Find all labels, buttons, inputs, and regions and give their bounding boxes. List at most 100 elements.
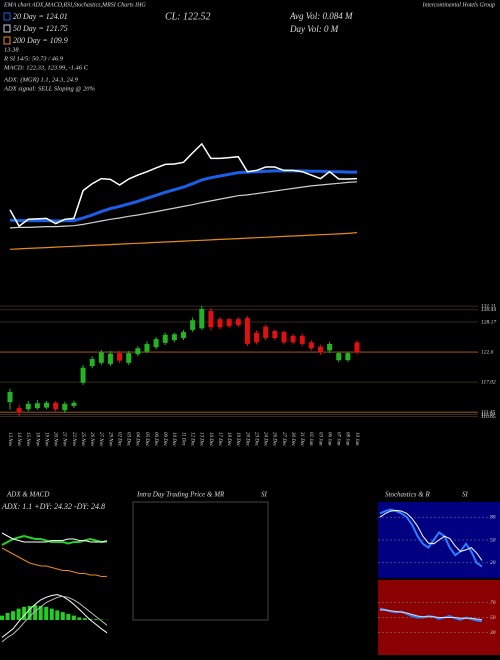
macd-bar xyxy=(33,605,38,620)
x-tick-label: 23 Dec xyxy=(253,432,258,447)
candle-body xyxy=(281,332,287,343)
macd-bar xyxy=(16,608,21,620)
y-tick-label: 50 xyxy=(490,615,496,621)
x-tick-label: 16 Dec xyxy=(208,432,213,447)
x-tick-label: 21 Nov xyxy=(62,432,67,447)
panel-title: SI xyxy=(261,491,268,499)
x-tick-label: 24 Dec xyxy=(263,432,268,447)
legend-label: 20 Day = 124.01 xyxy=(13,12,68,21)
indicator-line xyxy=(1,532,108,543)
x-tick-label: 19 Dec xyxy=(235,432,240,447)
ema-line xyxy=(9,232,358,250)
candle-body xyxy=(263,326,269,339)
chart-subtitle: Intercontinental Hotels Group xyxy=(421,2,495,8)
macd-bar xyxy=(27,606,32,620)
macd-line xyxy=(1,594,108,638)
candle-body xyxy=(190,320,196,330)
candle-body xyxy=(153,339,159,348)
candle-body xyxy=(53,402,59,410)
panel-title: Intra Day Trading Price & MR xyxy=(136,491,225,499)
macd-line xyxy=(1,595,108,643)
x-tick-label: 19 Nov xyxy=(43,432,48,447)
candle-body xyxy=(317,346,323,353)
candle-body xyxy=(290,335,296,343)
candle-body xyxy=(208,311,214,328)
candle-body xyxy=(299,335,305,344)
x-tick-label: 26 Dec xyxy=(272,432,277,447)
candle-body xyxy=(62,403,68,411)
candle-body xyxy=(181,332,186,339)
candle-body xyxy=(226,319,232,327)
candle-body xyxy=(235,319,241,326)
indicator-line xyxy=(379,509,483,561)
candle-body xyxy=(244,318,250,344)
x-tick-label: 04 Dec xyxy=(135,432,140,447)
legend-label: 200 Day = 109.9 xyxy=(13,36,68,45)
x-tick-label: 26 Nov xyxy=(89,432,94,447)
panel-title: Stochastics & R xyxy=(385,491,430,499)
x-tick-label: 06 Jan xyxy=(326,432,331,446)
close-label: CL: 122.52 xyxy=(165,11,211,22)
candle-body xyxy=(117,353,123,361)
x-tick-label: 22 Nov xyxy=(71,432,76,447)
candle-body xyxy=(144,343,150,352)
y-tick-label: 111.01 xyxy=(481,412,496,418)
y-tick-label: 130.44 xyxy=(481,306,496,313)
legend-swatch xyxy=(3,24,11,33)
x-tick-label: 31 Dec xyxy=(299,432,304,447)
note: R SI 14/5: 50.73 / 46.9 xyxy=(3,55,64,62)
y-tick-label: 128.17 xyxy=(481,319,496,325)
candle-body xyxy=(254,332,260,343)
candle-body xyxy=(308,342,314,349)
x-tick-label: 11 Dec xyxy=(180,432,185,447)
x-tick-label: 02 Jan xyxy=(308,432,313,446)
macd-bar xyxy=(77,617,82,620)
x-tick-label: 14 Nov xyxy=(16,432,21,447)
candle-body xyxy=(336,353,342,361)
candle-body xyxy=(71,402,77,406)
x-tick-label: 13 Nov xyxy=(7,432,12,447)
x-tick-label: 20 Dec xyxy=(244,432,249,447)
macd-bar xyxy=(93,619,98,620)
candle-body xyxy=(44,402,50,408)
x-tick-label: 15 Nov xyxy=(25,432,30,447)
x-tick-label: 06 Dec xyxy=(153,432,158,447)
candle-body xyxy=(327,343,333,351)
x-tick-label: 18 Dec xyxy=(226,432,231,447)
x-tick-label: 13 Dec xyxy=(199,432,204,447)
note: ADX: (MGR) 1.1, 24.3, 24.9 xyxy=(3,76,79,83)
candle-body xyxy=(354,342,360,353)
indicator-line xyxy=(1,547,108,578)
candle-body xyxy=(16,408,22,413)
indicator-line xyxy=(1,534,108,546)
macd-bar xyxy=(82,618,87,620)
macd-bar xyxy=(55,610,60,620)
y-tick-label: 122.6 xyxy=(481,349,494,355)
candle-body xyxy=(107,353,113,364)
ema-line xyxy=(9,181,358,229)
candle-body xyxy=(345,353,351,361)
candle-body xyxy=(135,348,141,355)
x-tick-label: 17 Dec xyxy=(217,432,222,447)
y-tick-label: 70 xyxy=(490,600,496,606)
candle-body xyxy=(98,352,104,363)
x-tick-label: 12 Dec xyxy=(189,432,194,447)
x-tick-label: 08 Jan xyxy=(345,432,350,446)
x-tick-label: 03 Dec xyxy=(126,432,131,447)
chart-title: EMA chart ADX,MACD,RSI,Stochastics,MRSI … xyxy=(3,2,146,8)
candle-body xyxy=(272,331,278,339)
x-tick-label: 09 Dec xyxy=(162,432,167,447)
panel-frame xyxy=(132,501,269,621)
macd-bar xyxy=(66,613,71,620)
macd-bar xyxy=(60,612,65,620)
x-tick-label: 18 Nov xyxy=(34,432,39,447)
x-tick-label: 25 Nov xyxy=(80,432,85,447)
legend-swatch xyxy=(3,12,11,21)
y-tick-label: 111.45 xyxy=(481,408,496,415)
candle-body xyxy=(80,367,86,383)
x-tick-label: 29 Nov xyxy=(107,432,112,447)
candle-body xyxy=(25,403,31,410)
x-tick-label: 27 Nov xyxy=(98,432,103,447)
candle-body xyxy=(7,391,13,403)
x-tick-label: 03 Jan xyxy=(317,432,322,446)
